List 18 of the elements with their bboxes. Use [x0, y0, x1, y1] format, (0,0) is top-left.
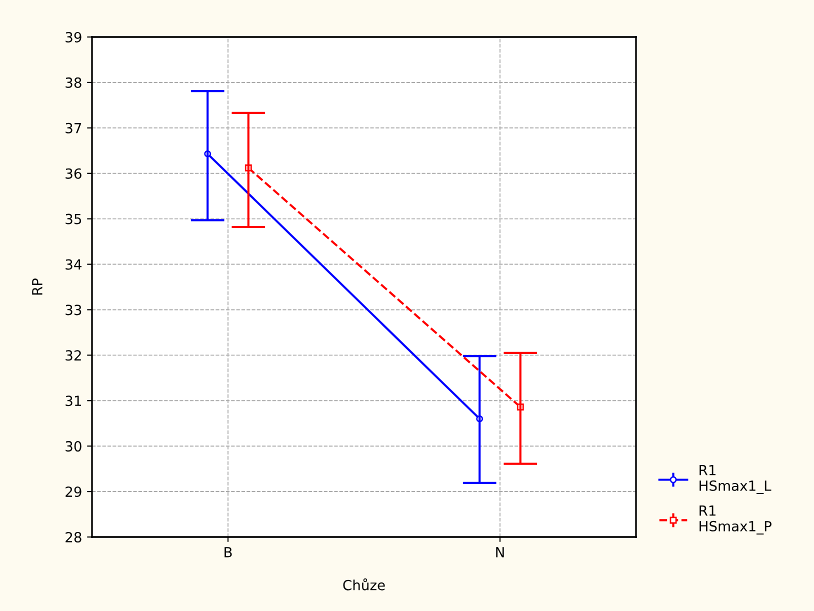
y-tick-label: 35 — [66, 214, 82, 224]
x-tick-label: B — [224, 547, 232, 558]
y-axis-title: RP — [32, 278, 42, 295]
y-tick-label: 33 — [66, 304, 82, 316]
x-axis-title: Chůze — [343, 578, 385, 590]
y-tick-label: 32 — [66, 350, 81, 361]
y-tick-label: 30 — [66, 441, 82, 452]
y-tick-label: 36 — [66, 168, 82, 179]
legend-label: R1 HSmax1_L — [700, 465, 772, 494]
y-tick-label: 39 — [66, 32, 82, 42]
y-tick-label: 37 — [66, 122, 82, 134]
x-tick-label: N — [496, 547, 504, 558]
y-tick-label: 28 — [66, 532, 82, 542]
y-tick-label: 34 — [66, 259, 82, 270]
y-tick-label: 29 — [66, 486, 82, 498]
y-tick-label: 31 — [66, 396, 81, 406]
y-tick-label: 38 — [66, 77, 82, 88]
legend-label: R1 HSmax1_P — [700, 506, 772, 534]
